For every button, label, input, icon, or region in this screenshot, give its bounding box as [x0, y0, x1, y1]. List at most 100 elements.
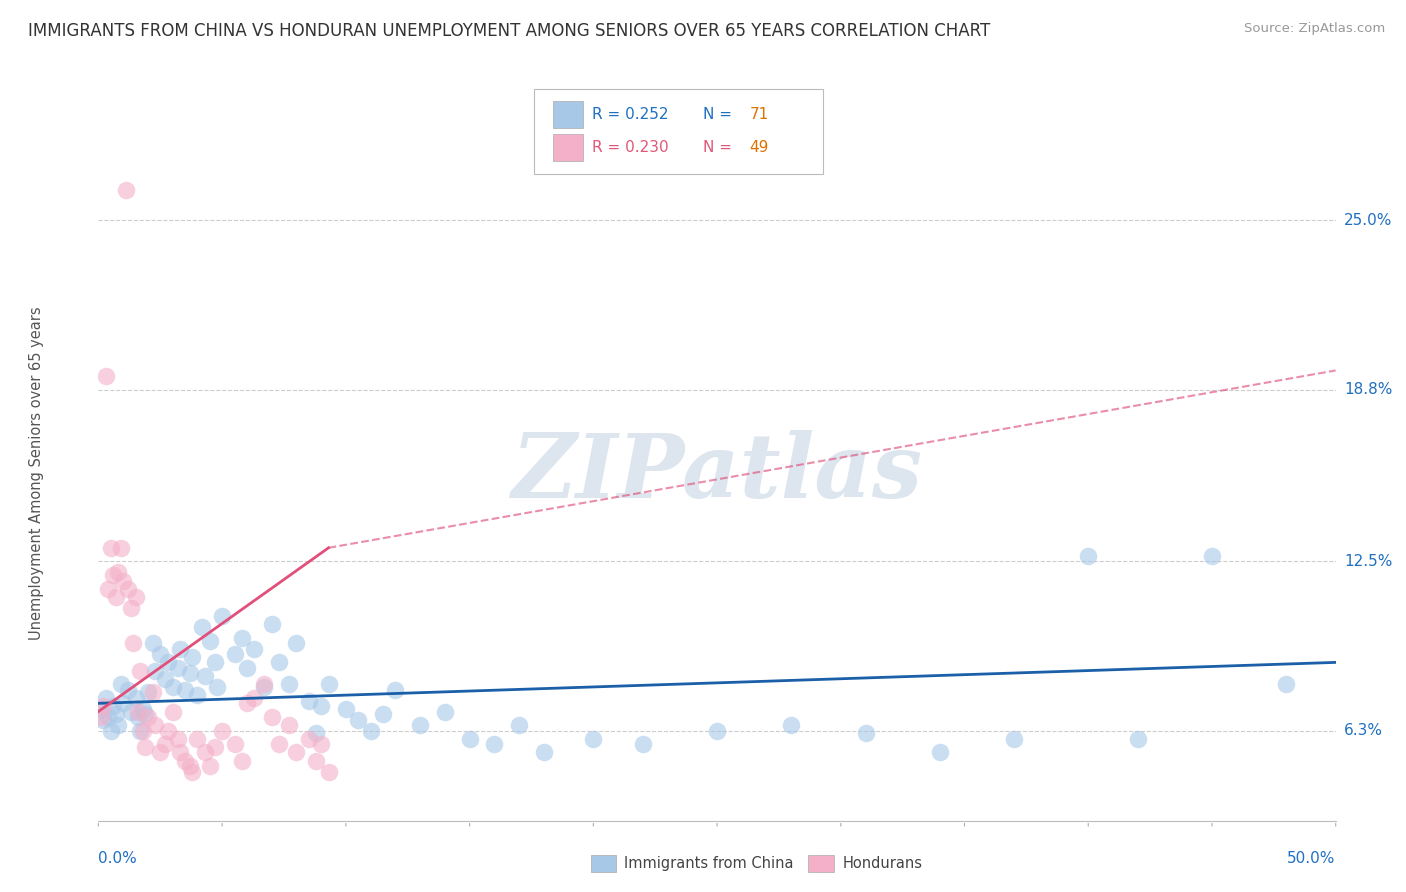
Point: [124, 590, 146, 604]
Point: [136, 685, 159, 699]
Point: [129, 664, 152, 678]
Point: [360, 723, 382, 738]
Point: [149, 647, 172, 661]
Point: [305, 754, 328, 768]
Text: 50.0%: 50.0%: [1288, 851, 1336, 866]
Text: 0.0%: 0.0%: [98, 851, 138, 866]
Point: [855, 726, 877, 740]
Point: [211, 723, 233, 738]
Text: Source: ZipAtlas.com: Source: ZipAtlas.com: [1244, 22, 1385, 36]
Text: N =: N =: [703, 107, 733, 121]
Point: [156, 656, 179, 670]
Point: [103, 568, 125, 582]
Point: [112, 574, 135, 588]
Point: [278, 718, 301, 732]
Point: [100, 541, 122, 555]
Point: [371, 707, 394, 722]
Point: [186, 731, 208, 746]
Point: [260, 617, 283, 632]
Point: [179, 666, 201, 681]
Point: [1275, 677, 1298, 691]
Point: [186, 688, 208, 702]
Point: [285, 746, 308, 760]
Point: [169, 746, 191, 760]
Text: Hondurans: Hondurans: [842, 856, 922, 871]
Point: [211, 609, 233, 624]
Point: [243, 641, 266, 656]
Point: [194, 669, 217, 683]
Point: [305, 726, 328, 740]
Point: [318, 764, 340, 779]
Point: [120, 600, 142, 615]
Point: [198, 633, 221, 648]
Point: [253, 677, 276, 691]
Point: [384, 682, 406, 697]
Text: 6.3%: 6.3%: [1344, 723, 1384, 738]
Point: [97, 710, 120, 724]
Point: [347, 713, 370, 727]
Point: [107, 566, 129, 580]
Point: [433, 705, 456, 719]
Point: [582, 731, 605, 746]
Text: 49: 49: [749, 140, 769, 154]
Point: [236, 661, 259, 675]
Text: Immigrants from China: Immigrants from China: [624, 856, 794, 871]
Point: [110, 677, 132, 691]
Point: [112, 696, 135, 710]
Text: 18.8%: 18.8%: [1344, 382, 1392, 397]
Point: [458, 731, 481, 746]
Point: [142, 636, 165, 650]
Point: [156, 723, 179, 738]
Point: [129, 723, 152, 738]
Point: [205, 680, 228, 694]
Point: [132, 702, 155, 716]
Point: [267, 737, 290, 751]
Point: [1126, 731, 1149, 746]
Point: [335, 702, 357, 716]
Point: [166, 731, 188, 746]
Point: [127, 710, 149, 724]
Point: [100, 723, 122, 738]
Point: [90, 702, 112, 716]
Point: [117, 682, 139, 697]
Point: [309, 737, 332, 751]
Point: [142, 685, 165, 699]
Point: [149, 746, 172, 760]
Text: 25.0%: 25.0%: [1344, 213, 1392, 227]
Point: [236, 696, 259, 710]
Point: [117, 582, 139, 596]
Text: ZIPatlas: ZIPatlas: [512, 430, 922, 516]
Point: [155, 672, 177, 686]
Point: [169, 641, 191, 656]
Text: 71: 71: [749, 107, 769, 121]
Point: [267, 656, 290, 670]
Point: [928, 746, 950, 760]
Point: [162, 705, 184, 719]
Point: [253, 680, 276, 694]
Point: [124, 690, 146, 705]
Point: [1201, 549, 1223, 563]
Text: R = 0.252: R = 0.252: [592, 107, 668, 121]
Point: [298, 693, 321, 707]
Point: [110, 541, 132, 555]
Point: [122, 636, 145, 650]
Point: [243, 690, 266, 705]
Point: [631, 737, 654, 751]
Point: [104, 707, 127, 722]
Point: [285, 636, 308, 650]
Point: [162, 680, 184, 694]
Point: [181, 764, 204, 779]
Point: [224, 647, 246, 661]
Text: N =: N =: [703, 140, 733, 154]
Point: [143, 664, 166, 678]
Point: [780, 718, 803, 732]
Point: [134, 707, 156, 722]
Point: [143, 718, 166, 732]
Point: [231, 631, 253, 645]
Point: [231, 754, 253, 768]
Point: [533, 746, 555, 760]
Point: [104, 590, 127, 604]
Point: [103, 699, 125, 714]
Point: [155, 737, 177, 751]
Point: [706, 723, 728, 738]
